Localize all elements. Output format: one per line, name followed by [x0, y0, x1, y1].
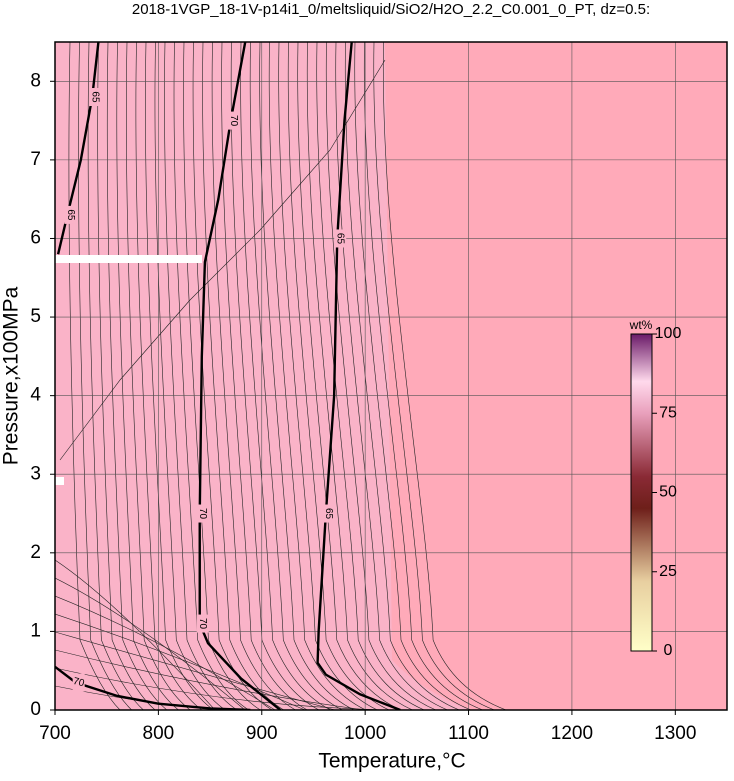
thin-contour [278, 42, 378, 710]
thin-contour [363, 42, 483, 710]
contour-label: 70 [228, 115, 239, 127]
gap-strip [55, 477, 64, 485]
thin-contour [106, 42, 167, 710]
contour-label: 70 [197, 618, 208, 630]
thin-contour [55, 559, 216, 710]
thin-contour [221, 42, 308, 710]
contour-label-bg [196, 614, 209, 633]
contour-line [198, 42, 282, 710]
x-tick-label: 1300 [654, 723, 696, 744]
y-tick-label: 0 [30, 699, 41, 720]
x-tick-label: 1200 [551, 723, 593, 744]
colorbar-tick-label: 75 [659, 404, 677, 421]
contour-line [316, 42, 401, 710]
thin-contour [55, 595, 276, 710]
x-tick-label: 800 [143, 723, 175, 744]
contour-label-bg [227, 111, 240, 130]
gap-strip [55, 255, 202, 263]
thin-contour [240, 42, 331, 710]
x-tick-label: 900 [246, 723, 278, 744]
x-axis-label: Temperature,°C [318, 750, 465, 773]
contour-label-bg [322, 504, 335, 523]
thin-contour [126, 42, 191, 710]
y-tick-label: 5 [30, 306, 41, 327]
chart-title: 2018-1VGP_18-1V-p14i1_0/meltsliquid/SiO2… [132, 1, 650, 18]
contour-label: 70 [72, 676, 86, 690]
colorbar-tick-label: 25 [659, 563, 677, 580]
y-axis-label: Pressure,x100MPa [0, 286, 23, 465]
contour-line [56, 42, 100, 255]
contour-label: 65 [65, 209, 76, 221]
thin-contour [154, 42, 226, 710]
contour-label-bg [72, 673, 85, 692]
thin-contour [382, 42, 507, 710]
y-tick-label: 2 [30, 542, 41, 563]
plot-frame [54, 41, 728, 711]
thin-contour [202, 42, 284, 710]
thin-contour [325, 42, 437, 710]
contour-label-bg [64, 205, 77, 224]
thin-contour [55, 577, 246, 710]
thin-contours [55, 42, 507, 710]
thin-contour [268, 42, 366, 710]
y-tick-label: 4 [30, 385, 41, 406]
thin-contour [249, 42, 343, 710]
colorbar-tick-label: 100 [655, 325, 682, 342]
thin-contour [373, 42, 495, 710]
colorbar [630, 333, 653, 652]
contour-label-bg [334, 229, 347, 248]
x-tick-label: 700 [39, 723, 71, 744]
thin-contour [306, 42, 413, 710]
thin-contour [354, 42, 472, 710]
y-tick-label: 1 [30, 620, 41, 641]
thin-contour [135, 42, 203, 710]
thin-contour [55, 649, 366, 710]
thin-contour [68, 42, 121, 710]
thin-contour [173, 42, 249, 710]
thin-contour [145, 42, 214, 710]
thin-contour [55, 685, 425, 710]
thin-contour [97, 42, 156, 710]
x-tick-label: 1100 [448, 723, 489, 744]
thin-contour [116, 42, 179, 710]
thin-contour [230, 42, 320, 710]
y-tick-label: 6 [30, 227, 41, 248]
x-tick-label: 1000 [344, 723, 386, 744]
thin-contour [78, 42, 132, 710]
contour-label: 65 [323, 508, 334, 520]
y-tick-label: 3 [30, 463, 41, 484]
thin-contour [316, 42, 425, 710]
colorbar-tick-label: 0 [664, 642, 673, 659]
contour-line [55, 665, 251, 710]
contours: 70 70 70 65 65 70 65 65 [55, 42, 401, 710]
region-light [55, 42, 470, 710]
colorbar-label: wt% [629, 318, 653, 332]
y-tick-label: 7 [30, 149, 41, 170]
contour-label: 70 [197, 508, 208, 520]
contour-label-bg [89, 88, 102, 107]
thin-contour [344, 42, 460, 710]
thin-contour [59, 59, 386, 461]
y-tick-label: 8 [30, 70, 41, 91]
contour-label: 65 [90, 91, 101, 103]
thin-contour [87, 42, 144, 710]
colorbar-tick-label: 50 [659, 484, 677, 501]
thin-contour [287, 42, 390, 710]
contour-label: 65 [335, 233, 346, 245]
thin-contour [55, 667, 396, 710]
contour-label-bg [196, 504, 209, 523]
